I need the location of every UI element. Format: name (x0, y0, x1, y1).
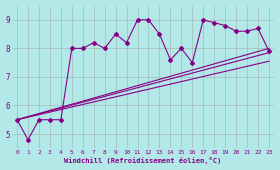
X-axis label: Windchill (Refroidissement éolien,°C): Windchill (Refroidissement éolien,°C) (64, 157, 222, 164)
